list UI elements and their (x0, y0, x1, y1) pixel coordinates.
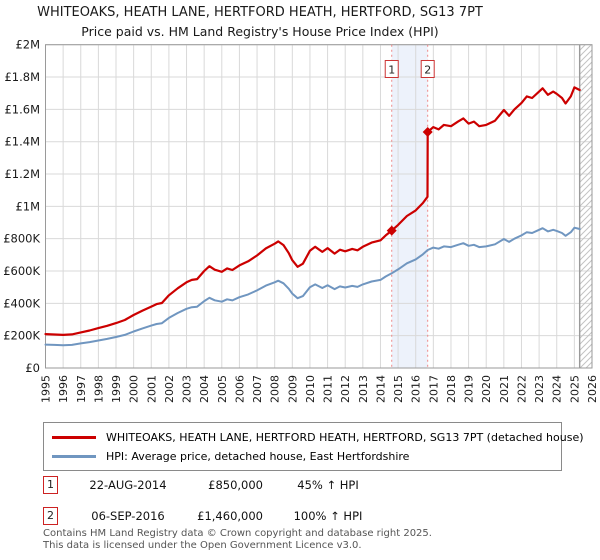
transaction-list: 1 22-AUG-2014 £850,000 45% ↑ HPI 2 06-SEP-201… (43, 476, 393, 538)
page-subtitle: Price paid vs. HM Land Registry's House … (81, 24, 439, 39)
svg-text:2010: 2010 (304, 375, 317, 403)
sale-marker-2 (422, 126, 433, 137)
svg-text:1995: 1995 (40, 375, 53, 403)
svg-text:2016: 2016 (410, 375, 423, 403)
price-chart: 1 2 £0 £200K £400K £600K £800K £1M £1.2M £1.4M £1.… (3, 38, 600, 403)
svg-text:£1M: £1M (15, 199, 40, 213)
chart-legend: WHITEOAKS, HEATH LANE, HERTFORD HEATH, H… (43, 422, 584, 471)
svg-text:£0: £0 (25, 361, 40, 375)
svg-text:£2M: £2M (15, 38, 40, 52)
svg-text:£1.4M: £1.4M (4, 135, 40, 149)
svg-text:2022: 2022 (515, 375, 528, 403)
legend-label: HPI: Average price, detached house, East… (106, 450, 410, 463)
legend-item: HPI: Average price, detached house, East… (52, 447, 553, 466)
transaction-price: £1,460,000 (197, 509, 263, 523)
svg-text:2: 2 (424, 64, 431, 77)
svg-text:£1.8M: £1.8M (4, 70, 40, 84)
transaction-price: £850,000 (208, 478, 263, 492)
svg-text:2004: 2004 (198, 375, 211, 403)
svg-text:2003: 2003 (181, 375, 194, 403)
svg-text:2009: 2009 (286, 375, 299, 403)
future-data-hatch (579, 44, 592, 368)
svg-text:1998: 1998 (92, 375, 105, 403)
svg-text:2024: 2024 (551, 375, 564, 403)
transaction-hpi-change: 45% ↑ HPI (297, 478, 359, 492)
svg-text:2020: 2020 (480, 375, 493, 403)
svg-text:1997: 1997 (75, 375, 88, 403)
footer-copyright-line1: Contains HM Land Registry data © Crown c… (43, 528, 432, 539)
svg-text:£800K: £800K (3, 232, 40, 246)
svg-text:2000: 2000 (128, 375, 141, 403)
svg-text:1999: 1999 (110, 375, 123, 403)
svg-text:2008: 2008 (269, 375, 282, 403)
svg-text:2018: 2018 (445, 375, 458, 403)
y-axis-labels: £0 £200K £400K £600K £800K £1M £1.2M £1.4M £1.6M… (3, 38, 40, 375)
svg-text:2019: 2019 (463, 375, 476, 403)
footer-copyright: Contains HM Land Registry data © Crown c… (43, 528, 432, 551)
page-title: WHITEOAKS, HEATH LANE, HERTFORD HEATH, H… (37, 5, 483, 20)
svg-text:2012: 2012 (339, 375, 352, 403)
hpi-average-line (44, 226, 581, 347)
svg-text:2006: 2006 (233, 375, 246, 403)
transaction-date: 06-SEP-2016 (91, 509, 165, 523)
svg-text:2017: 2017 (427, 375, 440, 403)
transaction-marker-number: 2 (43, 507, 58, 525)
transaction-row: 1 22-AUG-2014 £850,000 45% ↑ HPI (43, 476, 393, 494)
legend-line-swatch-property (52, 436, 96, 439)
footer-copyright-line2: This data is licensed under the Open Gov… (43, 539, 362, 551)
transaction-hpi-change: 100% ↑ HPI (293, 509, 363, 523)
legend-label: WHITEOAKS, HEATH LANE, HERTFORD HEATH, H… (106, 431, 584, 444)
legend-line-swatch-hpi (52, 455, 96, 458)
svg-text:2005: 2005 (216, 375, 229, 403)
svg-text:2025: 2025 (568, 375, 581, 403)
svg-text:£1.6M: £1.6M (4, 102, 40, 116)
svg-text:2002: 2002 (163, 375, 176, 403)
svg-text:2013: 2013 (357, 375, 370, 403)
svg-text:2011: 2011 (322, 375, 335, 403)
x-axis-labels: 1995 1996 1997 1998 1999 2000 2001 2002 2003 2004… (40, 375, 600, 403)
transaction-row: 2 06-SEP-2016 £1,460,000 100% ↑ HPI (43, 507, 393, 525)
svg-text:2001: 2001 (145, 375, 158, 403)
svg-text:2023: 2023 (533, 375, 546, 403)
marker-flag-2: 2 (420, 60, 435, 78)
svg-text:£200K: £200K (3, 329, 40, 343)
svg-text:£600K: £600K (3, 264, 40, 278)
svg-text:2026: 2026 (586, 375, 599, 403)
svg-text:2021: 2021 (498, 375, 511, 403)
svg-text:£1.2M: £1.2M (4, 167, 40, 181)
marker-flag-1: 1 (384, 60, 399, 78)
svg-text:1: 1 (388, 64, 395, 77)
legend-item: WHITEOAKS, HEATH LANE, HERTFORD HEATH, H… (52, 428, 584, 447)
property-price-line (44, 86, 581, 336)
svg-text:2014: 2014 (374, 375, 387, 403)
plot-border (45, 44, 593, 369)
svg-text:£400K: £400K (3, 296, 40, 310)
sale-marker-1 (386, 225, 397, 236)
transaction-date: 22-AUG-2014 (89, 478, 167, 492)
svg-text:2007: 2007 (251, 375, 264, 403)
svg-text:2015: 2015 (392, 375, 405, 403)
svg-text:1996: 1996 (57, 375, 70, 403)
transaction-marker-number: 1 (43, 476, 58, 494)
